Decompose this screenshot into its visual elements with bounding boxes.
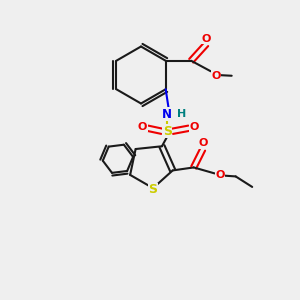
Text: O: O	[202, 34, 211, 44]
Text: N: N	[162, 108, 172, 121]
Text: O: O	[215, 170, 225, 180]
Text: O: O	[138, 122, 147, 132]
Text: H: H	[177, 109, 186, 119]
Text: S: S	[163, 125, 172, 138]
Text: O: O	[198, 138, 207, 148]
Text: S: S	[148, 183, 158, 196]
Text: O: O	[190, 122, 199, 132]
Text: O: O	[212, 71, 221, 81]
